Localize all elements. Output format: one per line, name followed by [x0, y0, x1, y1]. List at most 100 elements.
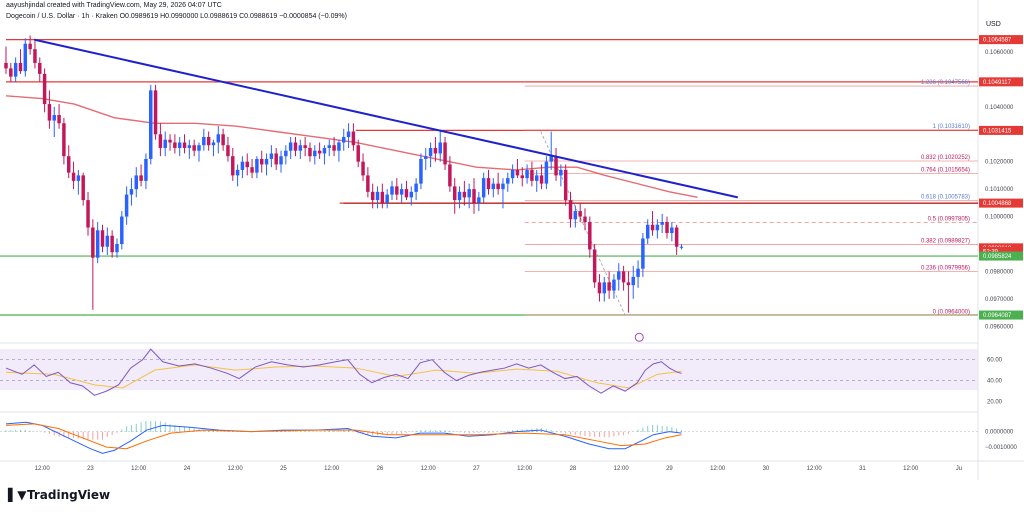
macd-histogram-bar — [463, 431, 465, 433]
candle-body — [457, 191, 462, 201]
macd-histogram-bar — [343, 430, 345, 432]
candle-body — [491, 183, 496, 190]
macd-histogram-bar — [126, 426, 128, 432]
fib-anchor-line — [540, 131, 626, 316]
macd-histogram-bar — [97, 431, 99, 440]
candle-body — [404, 189, 409, 198]
macd-histogram-bar — [101, 431, 103, 440]
macd-histogram-bar — [106, 431, 108, 437]
candle-body — [168, 139, 172, 143]
macd-histogram-bar — [642, 427, 644, 432]
candle-body — [390, 186, 394, 195]
macd-histogram-bar — [613, 431, 615, 437]
fib-level-label: 0.764 (0.1015654) — [921, 168, 970, 174]
candle-body — [144, 158, 148, 181]
candle-body — [361, 161, 365, 176]
macd-histogram-bar — [671, 426, 673, 432]
candle-body — [197, 145, 201, 151]
candle-body — [525, 169, 529, 179]
macd-histogram-bar — [594, 431, 596, 437]
macd-histogram-bar — [135, 423, 137, 432]
alert-marker-icon — [634, 332, 644, 342]
candle-body — [559, 169, 563, 176]
macd-histogram-bar — [425, 430, 427, 432]
candle-body — [535, 175, 539, 181]
candle-body — [115, 243, 119, 253]
candle-body — [129, 189, 134, 195]
macd-histogram-bar — [338, 430, 340, 432]
macd-histogram-bar — [449, 430, 451, 432]
candle-body — [76, 175, 81, 181]
macd-histogram-bar — [637, 429, 639, 432]
fib-level-label: 0.236 (0.0979956) — [921, 266, 970, 272]
candle-body — [419, 158, 423, 184]
macd-histogram-bar — [212, 430, 214, 432]
candle-body — [607, 282, 611, 291]
fib-level-label: 0.832 (0.1020252) — [921, 155, 970, 161]
candle-body — [380, 191, 385, 203]
macd-histogram-bar — [618, 431, 620, 436]
time-tick-label: 12:00 — [807, 466, 823, 472]
price-label-box — [979, 125, 1023, 135]
candle-body — [428, 147, 433, 157]
candle-body — [231, 156, 235, 176]
macd-histogram-bar — [439, 430, 441, 432]
macd-histogram-bar — [570, 431, 572, 435]
macd-histogram-bar — [19, 429, 21, 432]
candle-body — [124, 194, 129, 217]
candle-body — [245, 161, 249, 168]
macd-histogram-bar — [492, 431, 494, 433]
fib-level-label: 0.382 (0.0989827) — [921, 238, 970, 244]
candle-body — [486, 178, 491, 190]
candle-body — [298, 145, 303, 151]
candle-body — [192, 145, 196, 151]
tradingview-brand[interactable]: ▌▼TradingView — [8, 488, 110, 502]
macd-histogram-bar — [164, 422, 166, 432]
macd-histogram-bar — [598, 431, 600, 437]
fib-level-label: 0.5 (0.0997805) — [928, 217, 970, 223]
candle-body — [313, 150, 317, 157]
candle-body — [322, 147, 327, 154]
candle-body — [216, 134, 221, 143]
macd-histogram-bar — [661, 425, 663, 432]
macd-histogram-bar — [516, 429, 518, 432]
candle-body — [91, 227, 95, 258]
candle-body — [23, 43, 28, 72]
price-tick-label: 0.0960000 — [985, 324, 1014, 330]
candle-body — [66, 156, 71, 173]
candle-body — [52, 115, 56, 121]
candle-body — [221, 134, 225, 146]
macd-histogram-bar — [555, 431, 557, 432]
macd-histogram-bar — [603, 431, 605, 438]
macd-histogram-bar — [193, 428, 195, 432]
candle-body — [327, 145, 332, 148]
price-label-text: 0.0985824 — [983, 254, 1012, 260]
fib-level-label: 0.618 (0.1005783) — [921, 195, 970, 201]
time-tick-label: 12:00 — [324, 466, 340, 472]
candle-body — [645, 224, 650, 239]
candle-body — [42, 73, 47, 105]
macd-histogram-bar — [121, 429, 123, 432]
macd-histogram-bar — [203, 430, 205, 432]
price-label-text: 0.1064587 — [983, 38, 1012, 44]
rsi-tick-label: 20.00 — [987, 400, 1003, 406]
candle-body — [433, 147, 438, 154]
candle-body — [660, 222, 664, 225]
candle-body — [105, 235, 110, 247]
rsi-tick-label: 60.00 — [987, 358, 1003, 364]
macd-histogram-bar — [5, 430, 7, 432]
macd-histogram-bar — [328, 430, 330, 432]
macd-histogram-bar — [10, 429, 12, 432]
time-tick-label: 25 — [280, 466, 287, 472]
macd-histogram-bar — [68, 431, 70, 438]
macd-histogram-bar — [82, 431, 84, 439]
candle-body — [235, 169, 240, 176]
macd-histogram-bar — [507, 430, 509, 432]
macd-histogram-bar — [367, 431, 369, 436]
macd-histogram-bar — [502, 431, 504, 432]
candle-body — [597, 282, 602, 294]
macd-histogram-bar — [352, 431, 354, 433]
price-label-text: 0.1031415 — [983, 128, 1012, 134]
signal-line — [5, 423, 682, 450]
